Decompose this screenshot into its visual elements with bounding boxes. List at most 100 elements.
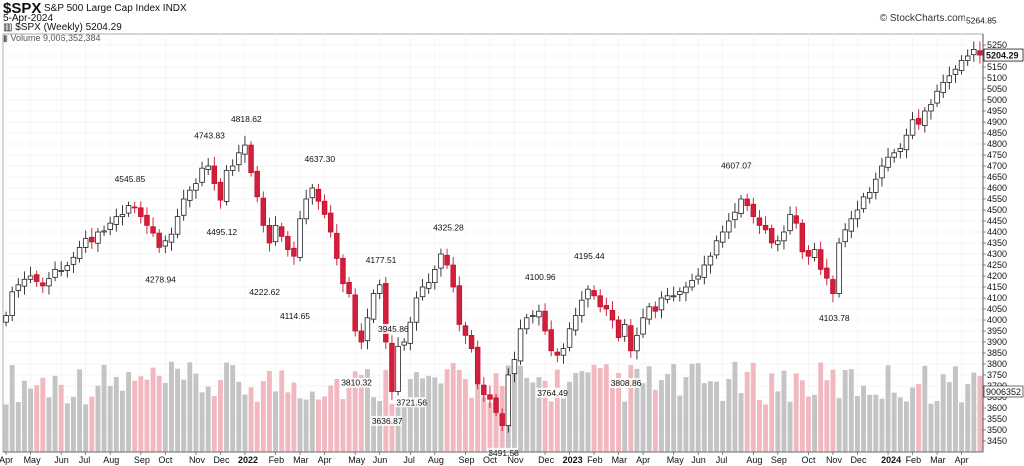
x-tick-label: Jul (79, 455, 91, 465)
volume-bar (101, 364, 107, 452)
volume-bar (781, 370, 787, 452)
candle-body (958, 60, 965, 71)
volume-bar (573, 372, 579, 452)
volume-bar (413, 372, 419, 452)
volume-bar (793, 373, 799, 452)
volume-bar (934, 401, 940, 452)
volume-bar (830, 369, 836, 452)
volume-bar (438, 383, 444, 452)
candle-body (597, 295, 603, 308)
volume-bar (609, 382, 615, 452)
y-tick-label: 4050 (987, 304, 1007, 314)
volume-icon: ▮ (3, 33, 11, 43)
grid-lines (2, 33, 984, 453)
x-tick-label: Dec (213, 455, 230, 465)
candle-body (579, 299, 585, 317)
x-tick-label: Dec (538, 455, 555, 465)
x-tick-label: Jul (403, 455, 415, 465)
volume-bar (15, 402, 21, 452)
annotation-bg (303, 153, 334, 164)
volume-bar (916, 383, 922, 452)
y-tick-label: 3850 (987, 348, 1007, 358)
volume-bar (640, 383, 646, 452)
y-tick-label: 3600 (987, 403, 1007, 413)
volume-bar (603, 364, 609, 452)
candle-body (548, 329, 554, 352)
candle-body (646, 306, 652, 320)
candle-body (309, 187, 316, 199)
candle-body (266, 224, 273, 244)
volume-bar (407, 378, 413, 452)
candle-body (909, 119, 916, 136)
candlestick-series[interactable] (3, 41, 983, 433)
candle-body (156, 232, 162, 248)
candle-body (193, 183, 199, 191)
volume-bar (266, 370, 272, 452)
annotation-bg (432, 222, 463, 233)
volume-bar (40, 377, 46, 452)
volume-bar (322, 396, 328, 452)
annotation-bg (572, 251, 603, 262)
volume-bar (965, 384, 971, 452)
volume-bar (95, 385, 101, 452)
annotation-label: 4100.96 (525, 272, 556, 282)
volume-bar (714, 381, 720, 452)
volume-bar (518, 365, 524, 452)
volume-bar (46, 397, 52, 452)
legend-price-text: $SPX (Weekly) 5204.29 (15, 22, 122, 33)
candle-body (242, 144, 248, 155)
y-tick-label: 4100 (987, 293, 1007, 303)
annotation-label: 4222.62 (249, 287, 280, 297)
volume-bar (450, 362, 456, 452)
annotation-bg (340, 377, 371, 388)
candle-body (903, 134, 910, 151)
candle-body (977, 50, 983, 56)
y-axis: 3450350035503600365037003750380038503900… (982, 34, 1024, 452)
candle-body (27, 275, 34, 280)
y-tick-label: 4950 (987, 106, 1007, 116)
volume-bar (775, 391, 781, 452)
candle-body (450, 264, 456, 288)
candle-body (505, 374, 512, 426)
candle-body (438, 253, 444, 269)
candle-body (297, 218, 303, 258)
annotation-bg (248, 287, 279, 298)
candle-body (254, 170, 260, 198)
x-tick-label: 2022 (238, 455, 258, 465)
chart-date: 5-Apr-2024 (3, 13, 54, 24)
candle-body (836, 242, 842, 294)
x-tick-label: Feb (906, 455, 922, 465)
y-tick-label: 4450 (987, 216, 1007, 226)
annotation-label: 4114.65 (280, 311, 310, 321)
candle-body (756, 217, 763, 226)
annotation-label: 4495.12 (206, 227, 237, 237)
last-price-label: 5204.29 (986, 51, 1019, 61)
candle-body (131, 206, 138, 209)
annotation-bg (278, 310, 309, 321)
candle-body (272, 224, 279, 243)
volume-bar (28, 388, 34, 452)
volume-bar (836, 398, 842, 452)
x-tick-label: Jul (716, 455, 728, 465)
volume-bar (885, 365, 891, 452)
volume-bar (70, 396, 76, 452)
candle-body (444, 254, 450, 266)
volume-bar (511, 373, 517, 452)
candle-body (695, 275, 701, 280)
volume-bar (652, 389, 658, 452)
volume-bar (732, 361, 738, 452)
x-tick-label: Aug (746, 455, 762, 465)
volume-bar (799, 380, 805, 452)
annotation-bg (113, 173, 144, 184)
y-tick-label: 4350 (987, 238, 1007, 248)
candle-body (291, 247, 297, 257)
volume-bar (303, 399, 309, 452)
volume-bar (444, 369, 450, 452)
annotation-label: 4195.44 (574, 251, 605, 261)
volume-bar (469, 397, 475, 452)
candle-body (474, 346, 481, 385)
legend-price: ▥ $SPX (Weekly) 5204.29 (3, 23, 122, 33)
volume-bar (113, 376, 119, 452)
annotation-bg (523, 271, 554, 282)
